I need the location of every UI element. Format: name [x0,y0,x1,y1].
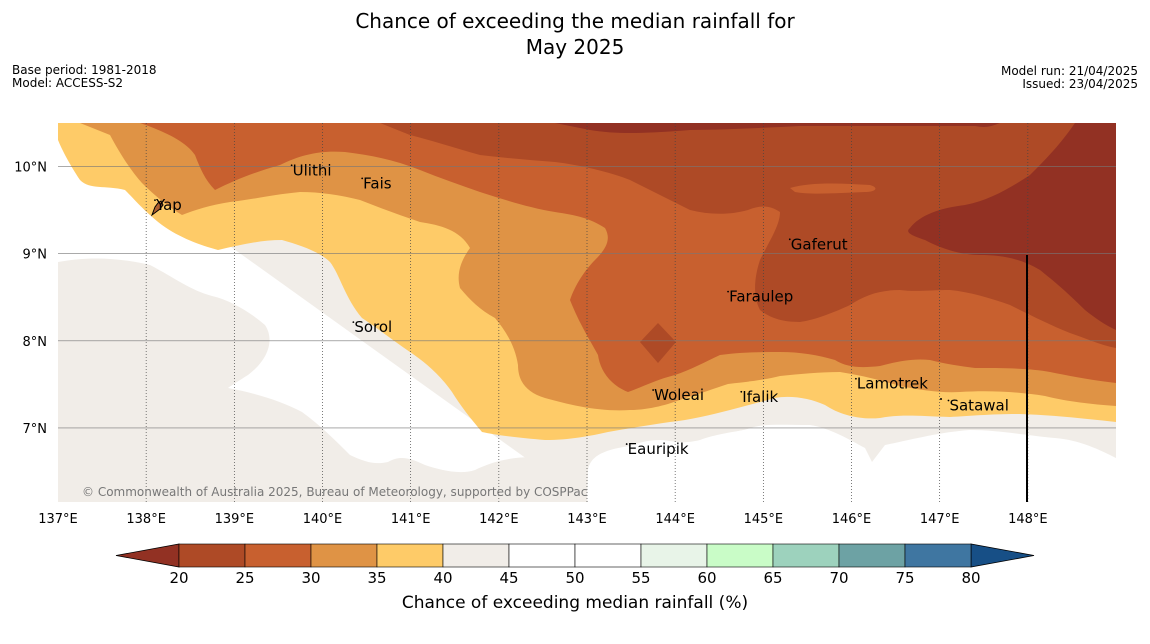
place-marker [727,290,729,293]
meta-left: Base period: 1981-2018 Model: ACCESS-S2 [12,64,157,90]
band-20-25-diamond [640,323,676,363]
lon-tick-label: 140°E [303,512,343,527]
colorbar-tick-label: 55 [631,569,650,587]
place-label: Satawal [949,397,1008,415]
place-labels: Yap Ulithi Fais Gaferut Faraulep Sorol Lamotre… [154,161,1009,458]
place-label: Lamotrek [857,375,928,393]
band-25-30-patch [790,183,876,194]
colorbar-segment [508,543,576,568]
place-label: Ulithi [293,161,332,179]
colorbar-tick-label: 30 [301,569,320,587]
place-marker [855,377,857,380]
colorbar-segment [376,543,444,568]
place-label: Yap [155,196,182,214]
lon-tick-label: 137°E [38,512,78,527]
place-label: Fais [363,174,392,192]
lon-tick-label: 141°E [391,512,431,527]
colorbar-tick-label: 50 [565,569,584,587]
lon-tick-label: 144°E [655,512,695,527]
colorbar-tick-label: 35 [367,569,386,587]
lon-tick-label: 139°E [215,512,255,527]
place-marker [625,443,628,445]
place-marker [290,164,293,167]
lon-tick-label: 142°E [479,512,519,527]
meta-right: Model run: 21/04/2025 Issued: 23/04/2025 [1001,65,1138,91]
colorbar-tick-label: 80 [961,569,980,587]
band-below-20 [555,123,1116,330]
colorbar-tick-label: 65 [763,569,782,587]
colorbar-tick-label: 75 [895,569,914,587]
place-marker [352,321,355,324]
colorbar-segment [640,543,708,568]
band-20-25 [380,123,1116,348]
place-label: Eauripik [628,440,689,458]
colorbar-tick-label: 70 [829,569,848,587]
base-period: Base period: 1981-2018 [12,63,157,77]
place-label: Gaferut [791,235,848,253]
chart-title: Chance of exceeding the median rainfall … [0,8,1150,60]
colorbar-over-arrow [970,543,1035,568]
place-marker [947,399,950,402]
colorbar-tick-label: 60 [697,569,716,587]
place-marker [652,389,655,391]
colorbar-title: Chance of exceeding median rainfall (%) [401,593,749,613]
colorbar-tick-label: 20 [169,569,188,587]
place-marker [154,199,156,202]
colorbar-tick-label: 45 [499,569,518,587]
place-marker [788,238,791,241]
lon-tick-label: 147°E [920,512,960,527]
band-45-50-lower [640,425,850,502]
lon-tick-label: 146°E [832,512,872,527]
place-marker [361,177,364,180]
colorbar-segment [442,543,510,568]
coastlines [150,200,164,217]
band-45-50-right [850,439,1116,502]
title-line-1: Chance of exceeding the median rainfall … [355,9,795,33]
lon-tick-label: 138°E [126,512,166,527]
title-line-2: May 2025 [525,35,625,59]
place-label: Faraulep [729,288,793,306]
place-label: Sorol [354,318,392,336]
lat-tick-label: 7°N [23,422,48,437]
lon-tick-label: 148°E [1008,512,1048,527]
colorbar-segment [838,543,906,568]
model-run: Model run: 21/04/2025 [1000,64,1138,78]
lon-tick-label: 143°E [567,512,607,527]
colorbar-tick-label: 40 [433,569,452,587]
place-label: Woleai [654,386,704,404]
colorbar-segment [244,543,312,568]
colorbar-segment [706,543,774,568]
model-name: Model: ACCESS-S2 [12,76,124,90]
copyright-notice: © Commonwealth of Australia 2025, Bureau… [82,485,587,499]
colorbar-segment [772,543,840,568]
lat-tick-label: 8°N [23,335,48,350]
lon-tick-label: 145°E [744,512,784,527]
colorbar-segment [178,543,246,568]
issued-date: Issued: 23/04/2025 [1022,77,1138,91]
colorbar: 20 25 30 35 40 45 50 55 60 65 70 75 80 [115,543,1035,587]
map-grid [58,123,1116,502]
axis-labels: 137°E 138°E 139°E 140°E 141°E 142°E 143°E 144°E… [14,161,1047,527]
lat-tick-label: 10°N [14,161,47,176]
colorbar-segment [310,543,378,568]
yap-island-shape [150,200,164,217]
islet-marker [940,398,942,400]
lat-tick-label: 9°N [23,248,48,263]
colorbar-segment [574,543,642,568]
place-marker [740,390,743,393]
colorbar-tick-label: 25 [235,569,254,587]
colorbar-segment [904,543,972,568]
colorbar-under-arrow [115,543,180,568]
place-label: Ifalik [742,388,778,406]
